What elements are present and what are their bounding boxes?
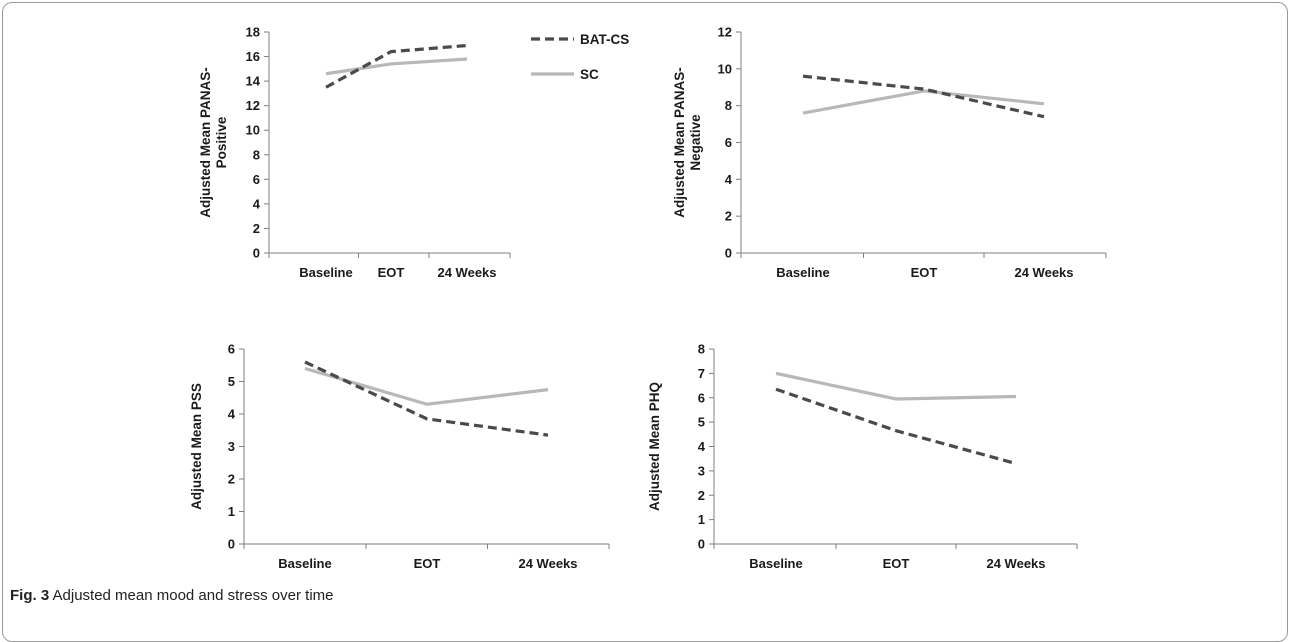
y-axis-title-line: Adjusted Mean PSS (189, 383, 204, 510)
y-axis-title-line: Adjusted Mean PHQ (647, 382, 662, 511)
caption-text: Adjusted mean mood and stress over time (52, 587, 334, 604)
caption-label: Fig. 3 (10, 587, 50, 604)
y-tick-label: 4 (228, 407, 236, 422)
x-tick-label: EOT (911, 265, 938, 280)
y-tick-label: 0 (253, 246, 260, 261)
y-tick-label: 1 (698, 512, 705, 527)
x-tick-label: Baseline (299, 265, 352, 280)
y-tick-label: 6 (698, 390, 705, 405)
chart-panel-1: 0 2 4 6 8 10 12 14 16 18 Baseline EOT 24 Weeks Adjust… (198, 25, 511, 280)
x-tick-label: 24 Weeks (1014, 265, 1073, 280)
chart-panel-2: 0 2 4 6 8 10 12 Baseline EOT 24 Weeks Adjusted Mea… (672, 25, 1107, 280)
y-tick-label: 2 (253, 221, 260, 236)
chart-panel-4: 0 1 2 3 4 5 6 7 8 Baseline EOT 24 Weeks Adjusted Mea… (647, 342, 1078, 571)
series-line-bat-cs (775, 387, 1017, 466)
y-tick-label: 12 (718, 25, 732, 40)
figure-caption: Fig. 3 Adjusted mean mood and stress ove… (10, 587, 334, 604)
legend-label: SC (580, 67, 599, 82)
series-line-bat-cs (802, 74, 1045, 119)
x-tick-label: Baseline (776, 265, 829, 280)
y-tick-label: 6 (228, 342, 235, 357)
y-tick-label: 10 (246, 123, 260, 138)
y-axis-title: Adjusted Mean PANAS-Negative (672, 67, 703, 218)
y-tick-label: 16 (246, 49, 260, 64)
y-tick-label: 2 (698, 488, 705, 503)
y-tick-label: 4 (725, 172, 733, 187)
x-tick-label: EOT (883, 556, 910, 571)
y-axis-title-line: Positive (214, 116, 229, 168)
y-tick-label: 8 (698, 342, 705, 357)
y-tick-label: 2 (228, 472, 235, 487)
x-tick-label: 24 Weeks (437, 265, 496, 280)
series-line-sc (325, 57, 468, 76)
series-line-sc (802, 89, 1045, 115)
y-axis-title-line: Adjusted Mean PANAS- (672, 67, 687, 218)
x-tick-label: Baseline (749, 556, 802, 571)
series-line-bat-cs (304, 360, 549, 437)
y-tick-label: 3 (228, 439, 235, 454)
y-tick-label: 14 (246, 74, 261, 89)
y-tick-label: 5 (698, 415, 705, 430)
x-tick-label: Baseline (278, 556, 331, 571)
y-tick-label: 6 (253, 172, 260, 187)
y-axis-title: Adjusted Mean PSS (189, 383, 204, 510)
y-tick-label: 0 (698, 537, 705, 552)
y-tick-label: 7 (698, 366, 705, 381)
y-axis-title: Adjusted Mean PANAS-Positive (198, 67, 229, 218)
y-tick-label: 0 (725, 246, 732, 261)
y-tick-label: 18 (246, 25, 260, 40)
y-tick-label: 8 (253, 147, 260, 162)
y-tick-label: 0 (228, 537, 235, 552)
y-axis-title-line: Adjusted Mean PANAS- (198, 67, 213, 218)
x-tick-label: 24 Weeks (518, 556, 577, 571)
y-axis-title: Adjusted Mean PHQ (647, 382, 662, 511)
y-tick-label: 6 (725, 135, 732, 150)
y-tick-label: 10 (718, 61, 732, 76)
x-tick-label: EOT (378, 265, 405, 280)
series-line-sc (304, 366, 549, 406)
y-tick-label: 5 (228, 374, 235, 389)
chart-panel-3: 0 1 2 3 4 5 6 Baseline EOT 24 Weeks Adjusted Mean … (189, 342, 610, 571)
y-tick-label: 8 (725, 98, 732, 113)
y-tick-label: 3 (698, 463, 705, 478)
y-tick-label: 4 (698, 439, 706, 454)
x-tick-label: EOT (414, 556, 441, 571)
x-tick-label: 24 Weeks (986, 556, 1045, 571)
y-tick-label: 12 (246, 98, 260, 113)
series-line-sc (775, 371, 1017, 401)
y-tick-label: 2 (725, 209, 732, 224)
chart-legend: BAT-CS SC (531, 32, 629, 82)
y-axis-title-line: Negative (688, 114, 703, 171)
y-tick-label: 4 (253, 196, 261, 211)
series-line-bat-cs (325, 43, 468, 89)
y-tick-label: 1 (228, 504, 235, 519)
legend-label: BAT-CS (580, 32, 629, 47)
